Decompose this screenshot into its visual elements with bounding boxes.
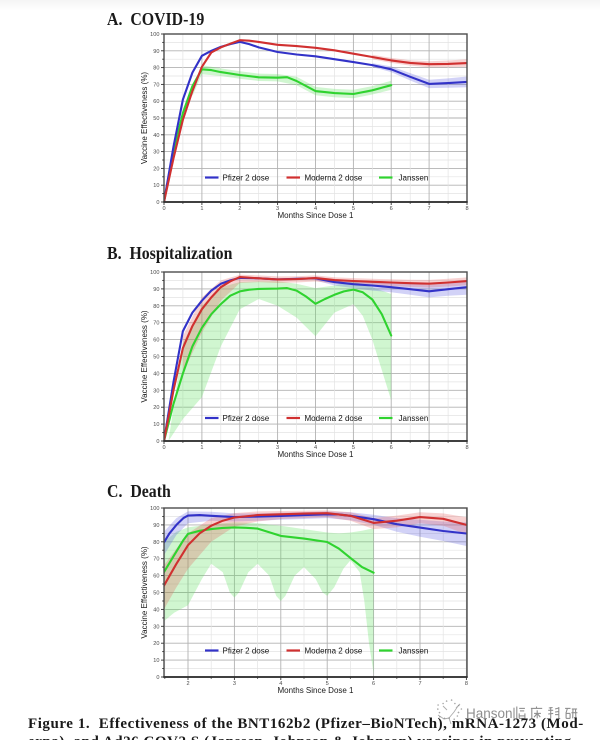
svg-text:Pfizer 2 dose: Pfizer 2 dose [223,173,270,182]
svg-text:5: 5 [352,445,355,451]
svg-text:7: 7 [428,445,431,451]
svg-text:8: 8 [465,681,468,687]
svg-text:4: 4 [279,681,282,687]
svg-text:100: 100 [150,506,159,512]
svg-text:80: 80 [153,540,159,546]
svg-text:Moderna 2 dose: Moderna 2 dose [305,646,363,655]
svg-text:6: 6 [390,445,393,451]
svg-text:60: 60 [153,338,159,344]
svg-text:8: 8 [465,445,468,451]
svg-text:6: 6 [372,681,375,687]
svg-text:2: 2 [186,681,189,687]
svg-text:20: 20 [153,641,159,647]
svg-text:90: 90 [153,287,159,293]
svg-text:30: 30 [153,150,159,156]
svg-text:40: 40 [153,607,159,613]
svg-text:Vaccine Effectiveness (%): Vaccine Effectiveness (%) [140,72,149,165]
svg-text:Moderna 2 dose: Moderna 2 dose [305,173,363,182]
svg-text:5: 5 [326,681,329,687]
svg-text:3: 3 [276,206,279,212]
svg-text:1: 1 [200,206,203,212]
svg-text:0: 0 [162,206,165,212]
svg-text:30: 30 [153,624,159,630]
svg-text:3: 3 [233,681,236,687]
svg-text:70: 70 [153,557,159,563]
svg-text:40: 40 [153,371,159,377]
svg-text:0: 0 [156,675,159,681]
svg-text:2: 2 [238,206,241,212]
svg-text:Pfizer 2 dose: Pfizer 2 dose [223,646,270,655]
svg-text:Vaccine Effectiveness (%): Vaccine Effectiveness (%) [140,310,149,403]
svg-text:0: 0 [156,439,159,445]
svg-text:60: 60 [153,99,159,105]
svg-text:80: 80 [153,304,159,310]
svg-text:20: 20 [153,166,159,172]
svg-text:50: 50 [153,591,159,597]
svg-text:Janssen: Janssen [399,173,429,182]
svg-text:2: 2 [238,445,241,451]
svg-text:10: 10 [153,183,159,189]
svg-text:Vaccine Effectiveness (%): Vaccine Effectiveness (%) [140,546,149,639]
svg-text:50: 50 [153,355,159,361]
svg-text:100: 100 [150,32,159,38]
svg-text:8: 8 [465,206,468,212]
svg-text:70: 70 [153,82,159,88]
svg-text:10: 10 [153,658,159,664]
svg-text:40: 40 [153,133,159,139]
svg-text:10: 10 [153,422,159,428]
svg-text:Months Since Dose 1: Months Since Dose 1 [277,211,354,220]
svg-text:6: 6 [390,206,393,212]
svg-text:3: 3 [276,445,279,451]
svg-text:80: 80 [153,66,159,72]
svg-text:Pfizer 2 dose: Pfizer 2 dose [223,414,270,423]
svg-text:90: 90 [153,49,159,55]
svg-text:20: 20 [153,405,159,411]
svg-text:Janssen: Janssen [399,414,429,423]
svg-text:60: 60 [153,574,159,580]
svg-text:Months Since Dose 1: Months Since Dose 1 [277,450,354,459]
svg-text:4: 4 [314,445,317,451]
svg-text:4: 4 [314,206,317,212]
svg-text:70: 70 [153,321,159,327]
svg-text:100: 100 [150,270,159,276]
svg-text:Janssen: Janssen [399,646,429,655]
svg-text:7: 7 [418,681,421,687]
svg-text:Hanson: Hanson [466,706,513,721]
svg-text:Months Since Dose 1: Months Since Dose 1 [277,686,354,695]
svg-text:7: 7 [428,206,431,212]
svg-text:5: 5 [352,206,355,212]
svg-text:Moderna 2 dose: Moderna 2 dose [305,414,363,423]
svg-text:0: 0 [162,445,165,451]
svg-text:1: 1 [200,445,203,451]
svg-text:0: 0 [156,200,159,206]
svg-text:30: 30 [153,388,159,394]
svg-text:50: 50 [153,116,159,122]
svg-text:90: 90 [153,523,159,529]
